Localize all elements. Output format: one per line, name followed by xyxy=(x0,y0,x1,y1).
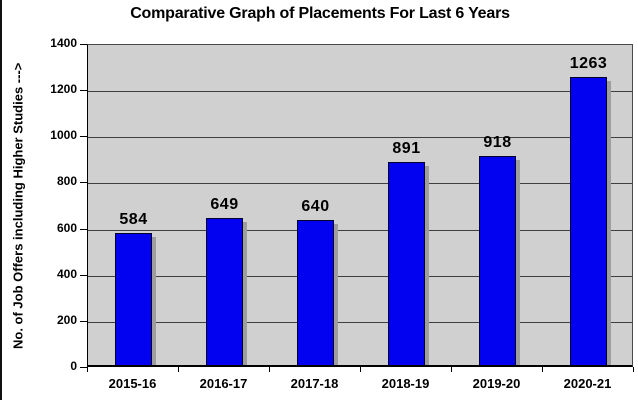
bar xyxy=(296,220,334,365)
gridline xyxy=(88,137,632,139)
y-axis-title: No. of Job Offers including Higher Studi… xyxy=(10,62,26,349)
y-axis-tick xyxy=(80,182,87,184)
bar-value-label: 1263 xyxy=(569,54,608,72)
y-axis-tick xyxy=(80,274,87,276)
y-tick-label: 600 xyxy=(56,220,77,235)
y-tick-label: 1200 xyxy=(50,82,77,97)
x-tick-label: 2018-19 xyxy=(381,376,430,391)
bar-value-label: 649 xyxy=(210,196,239,214)
bar-value-label: 918 xyxy=(483,134,512,152)
plot-area: 584 649 640 891 918 1263 xyxy=(87,44,633,367)
y-axis-tick xyxy=(80,90,87,92)
y-axis-tick xyxy=(80,44,87,45)
x-tick-label: 2020-21 xyxy=(563,376,612,391)
bar xyxy=(478,156,516,365)
bar xyxy=(205,218,243,365)
x-axis-tick xyxy=(633,367,634,372)
gridline xyxy=(88,229,632,231)
chart-title: Comparative Graph of Placements For Last… xyxy=(130,5,510,22)
gridline xyxy=(88,183,632,185)
x-axis-tick xyxy=(360,367,361,372)
y-tick-label: 400 xyxy=(56,266,77,281)
x-tick-label: 2017-18 xyxy=(290,376,339,391)
y-axis-tick xyxy=(80,228,87,230)
bar xyxy=(114,233,152,365)
x-axis-tick xyxy=(87,367,88,372)
x-axis-tick xyxy=(451,367,452,372)
gridline xyxy=(88,275,632,277)
bar-value-label: 584 xyxy=(119,211,148,229)
y-axis-tick xyxy=(80,367,87,368)
x-axis-tick xyxy=(269,367,270,372)
y-tick-label: 1400 xyxy=(50,36,77,50)
y-tick-label: 0 xyxy=(70,359,77,373)
y-tick-label: 200 xyxy=(56,312,77,327)
gridline xyxy=(88,321,632,323)
x-axis-tick xyxy=(542,367,543,372)
y-tick-label: 1000 xyxy=(50,128,77,143)
x-tick-label: 2019-20 xyxy=(472,376,521,391)
gridline xyxy=(88,91,632,93)
bar-value-label: 891 xyxy=(392,140,421,158)
bar xyxy=(387,162,425,365)
x-tick-label: 2016-17 xyxy=(199,376,248,391)
bar-value-label: 640 xyxy=(301,198,330,216)
y-tick-label: 800 xyxy=(56,174,77,189)
y-axis-tick xyxy=(80,320,87,322)
x-tick-label: 2015-16 xyxy=(108,376,157,391)
x-axis-tick xyxy=(178,367,179,372)
y-axis-tick xyxy=(80,136,87,138)
bar xyxy=(569,76,607,365)
